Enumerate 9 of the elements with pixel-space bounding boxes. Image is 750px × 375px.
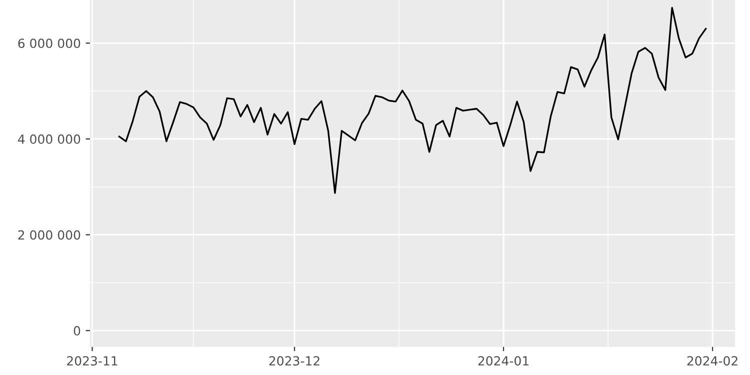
x-tick-label: 2024-01	[478, 356, 528, 366]
y-tick-label: 6 000 000	[18, 38, 80, 48]
x-tick-label: 2023-11	[67, 356, 118, 366]
y-tick-label: 4 000 000	[18, 134, 80, 144]
y-tick-label: 2 000 000	[18, 230, 80, 240]
line-series	[118, 6, 707, 194]
x-tick-label: 2024-02	[687, 356, 738, 366]
y-tick-label: 0	[74, 326, 80, 336]
x-tick-label: 2023-12	[269, 356, 320, 366]
